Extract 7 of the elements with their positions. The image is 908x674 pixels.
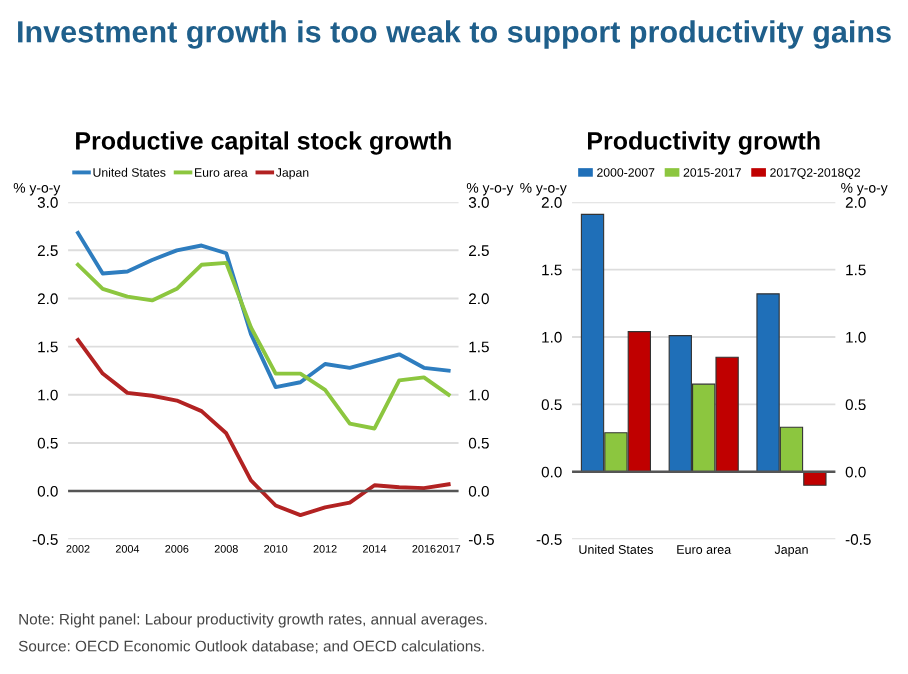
chart-title: Productivity growth (588, 131, 820, 155)
line-series (76, 337, 451, 518)
bar (803, 471, 827, 486)
line-series (76, 231, 451, 390)
chart-title: Productive capital stock growth (76, 131, 451, 155)
line-series (76, 260, 451, 431)
text: Investment growth is too weak to support productivity gains (18, 20, 891, 49)
